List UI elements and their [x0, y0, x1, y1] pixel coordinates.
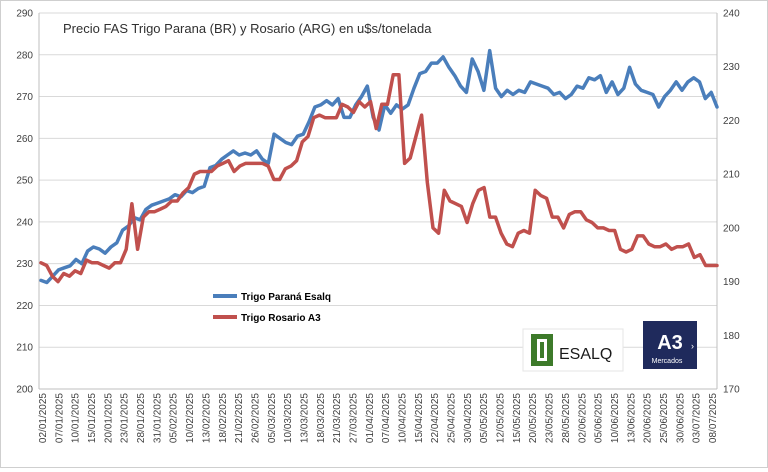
x-tick-label: 27/03/2025	[348, 393, 359, 443]
series-lines	[39, 48, 719, 285]
y-right-tick-label: 230	[723, 62, 740, 73]
y-right-tick-label: 190	[723, 277, 740, 288]
y-right-tick-label: 200	[723, 223, 740, 234]
x-tick-label: 13/02/2025	[201, 393, 212, 443]
y-left-tick-label: 230	[16, 259, 33, 270]
x-tick-label: 07/04/2025	[381, 393, 392, 443]
y-right-tick-label: 240	[723, 9, 740, 20]
x-tick-label: 10/01/2025	[71, 393, 82, 443]
esalq-logo-text: ESALQ	[559, 346, 612, 363]
x-tick-label: 13/06/2025	[626, 393, 637, 443]
x-tick-label: 28/05/2025	[561, 393, 572, 443]
legend-label-parana: Trigo Paraná Esalq	[241, 292, 331, 303]
x-tick-label: 23/05/2025	[545, 393, 556, 443]
y-left-tick-label: 220	[16, 301, 33, 312]
y-right-tick-label: 170	[723, 385, 740, 396]
x-tick-label: 20/05/2025	[528, 393, 539, 443]
x-tick-label: 03/07/2025	[692, 393, 703, 443]
x-tick-label: 30/06/2025	[675, 393, 686, 443]
x-tick-label: 20/06/2025	[643, 393, 654, 443]
a3-logo-subtext: Mercados	[652, 358, 683, 365]
x-tick-label: 21/03/2025	[332, 393, 343, 443]
chart-title: Precio FAS Trigo Parana (BR) y Rosario (…	[63, 21, 432, 36]
a3-arrow-icon: ›	[691, 341, 694, 351]
x-tick-label: 10/04/2025	[398, 393, 409, 443]
y-right-tick-label: 220	[723, 116, 740, 127]
y-axis-left: 200 210 220 230 240 250 260 270 280 290	[16, 9, 33, 396]
x-tick-label: 13/03/2025	[299, 393, 310, 443]
x-tick-label: 23/01/2025	[120, 393, 131, 443]
x-tick-label: 05/03/2025	[267, 393, 278, 443]
series-line-rosario	[39, 73, 719, 284]
y-left-tick-label: 200	[16, 385, 33, 396]
a3-logo-text: A3	[657, 332, 683, 354]
y-left-tick-label: 210	[16, 343, 33, 354]
x-tick-label: 26/02/2025	[250, 393, 261, 443]
y-left-tick-label: 270	[16, 92, 33, 103]
series-line-parana	[39, 48, 719, 285]
x-tick-label: 18/02/2025	[218, 393, 229, 443]
legend-label-rosario: Trigo Rosario A3	[241, 313, 321, 324]
x-tick-label: 30/04/2025	[463, 393, 474, 443]
x-tick-label: 05/02/2025	[169, 393, 180, 443]
gridlines	[38, 12, 718, 390]
y-left-tick-label: 290	[16, 9, 33, 20]
x-tick-label: 10/02/2025	[185, 393, 196, 443]
x-tick-label: 10/06/2025	[610, 393, 621, 443]
x-tick-label: 08/07/2025	[708, 393, 719, 443]
y-left-tick-label: 240	[16, 217, 33, 228]
y-left-tick-label: 250	[16, 176, 33, 187]
y-right-tick-label: 210	[723, 170, 740, 181]
esalq-logo: ESALQ	[522, 328, 624, 372]
x-tick-label: 20/01/2025	[103, 393, 114, 443]
x-tick-label: 31/01/2025	[152, 393, 163, 443]
x-tick-label: 10/03/2025	[283, 393, 294, 443]
x-tick-label: 05/06/2025	[594, 393, 605, 443]
x-tick-label: 01/04/2025	[365, 393, 376, 443]
x-axis: 02/01/2025 07/01/2025 10/01/2025 15/01/2025…	[38, 393, 719, 443]
legend: Trigo Paraná Esalq Trigo Rosario A3	[213, 292, 331, 324]
y-left-tick-label: 260	[16, 134, 33, 145]
x-tick-label: 07/01/2025	[54, 393, 65, 443]
a3-mercados-logo: A3 Mercados ›	[643, 321, 697, 369]
x-tick-label: 25/04/2025	[447, 393, 458, 443]
x-tick-label: 12/05/2025	[496, 393, 507, 443]
x-tick-label: 05/05/2025	[479, 393, 490, 443]
x-tick-label: 21/02/2025	[234, 393, 245, 443]
y-right-tick-label: 180	[723, 331, 740, 342]
x-tick-label: 22/04/2025	[430, 393, 441, 443]
x-tick-label: 15/04/2025	[414, 393, 425, 443]
y-axis-right: 170 180 190 200 210 220 230 240	[723, 9, 740, 396]
x-tick-label: 15/01/2025	[87, 393, 98, 443]
x-tick-label: 18/03/2025	[316, 393, 327, 443]
x-tick-label: 28/01/2025	[136, 393, 147, 443]
x-tick-label: 02/06/2025	[577, 393, 588, 443]
x-tick-label: 25/06/2025	[659, 393, 670, 443]
x-tick-label: 02/01/2025	[38, 393, 49, 443]
x-tick-label: 15/05/2025	[512, 393, 523, 443]
y-left-tick-label: 280	[16, 50, 33, 61]
